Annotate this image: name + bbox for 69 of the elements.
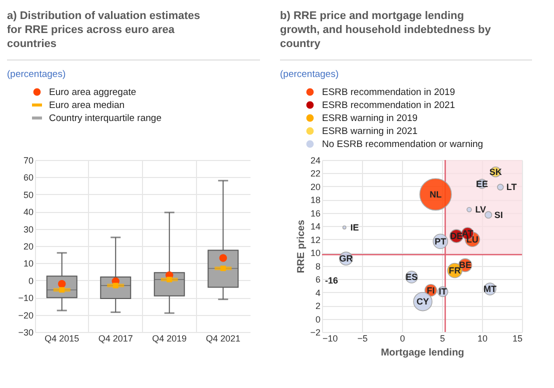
annotation: -16 — [325, 275, 338, 286]
data-label: IT — [438, 286, 448, 297]
data-label: ES — [406, 272, 418, 282]
y-tick-label: −20 — [18, 310, 34, 320]
point — [220, 266, 226, 272]
y-tick-label: 60 — [23, 172, 34, 183]
data-label: PT — [434, 236, 447, 246]
data-label: EE — [476, 178, 488, 189]
legend-label: ESRB recommendation in 2021 — [322, 100, 456, 111]
y-tick-label: 12 — [310, 234, 320, 245]
y-axis-title: RRE prices — [296, 219, 308, 274]
point — [166, 276, 172, 282]
y-tick-label: 20 — [23, 242, 34, 252]
y-tick-label: 0 — [28, 276, 34, 286]
data-label: DE — [450, 231, 463, 242]
data-label: LT — [506, 182, 518, 192]
y-tick-label: 20 — [310, 182, 320, 192]
x-tick-label: 15 — [512, 334, 522, 344]
y-tick-label: 24 — [310, 156, 320, 166]
x-tick-label: Q4 2015 — [44, 334, 80, 344]
y-tick-label: 0 — [315, 314, 320, 324]
data-label: CY — [416, 296, 430, 307]
legend-label: Country interquartile range — [49, 113, 162, 124]
x-tick-label: −10 — [322, 334, 338, 344]
y-tick-label: 6 — [315, 274, 320, 285]
x-tick-label: Q4 2021 — [206, 334, 240, 344]
y-tick-label: 50 — [23, 190, 34, 200]
y-tick-label: 10 — [310, 248, 320, 258]
y-tick-label: −30 — [18, 328, 34, 338]
data-label: SI — [494, 210, 503, 220]
legend-label: ESRB warning in 2019 — [322, 113, 418, 124]
x-tick-label: 5 — [440, 334, 446, 344]
y-tick-label: 40 — [23, 207, 34, 218]
legend-label: ESRB recommendation in 2019 — [322, 87, 456, 98]
legend-label: Euro area median — [49, 100, 125, 111]
y-tick-label: 2 — [315, 301, 320, 312]
point — [59, 287, 65, 293]
legend-label: Euro area aggregate — [49, 87, 136, 98]
y-tick-label: −2 — [310, 328, 320, 338]
x-tick-label: Q4 2017 — [98, 334, 133, 344]
x-tick-label: 0 — [400, 334, 406, 344]
y-tick-label: 10 — [23, 258, 34, 269]
y-tick-label: 22 — [310, 168, 320, 179]
legend-label: ESRB warning in 2021 — [322, 126, 418, 137]
data-label: FI — [426, 285, 435, 296]
y-tick-label: 30 — [23, 224, 34, 234]
y-tick-label: −10 — [18, 293, 34, 304]
data-label: NL — [430, 189, 442, 200]
chart-subtitle: (percentages) — [7, 69, 66, 80]
y-tick-label: 8 — [315, 261, 320, 272]
point — [219, 254, 227, 262]
y-tick-label: 18 — [310, 195, 320, 206]
x-axis-title: Mortgage lending — [380, 348, 464, 358]
y-tick-label: 70 — [23, 156, 34, 166]
data-label: LV — [475, 204, 486, 215]
x-tick-label: Q4 2019 — [152, 334, 187, 344]
point — [112, 282, 118, 288]
y-tick-label: 4 — [315, 288, 320, 298]
data-label: GR — [339, 254, 354, 264]
y-tick-label: 14 — [310, 222, 320, 232]
chart-subtitle: (percentages) — [280, 69, 339, 80]
legend-label: No ESRB recommendation or warning — [322, 139, 484, 150]
data-label: MT — [484, 284, 497, 294]
x-tick-label: 10 — [477, 334, 488, 344]
data-label: IE — [350, 222, 359, 232]
y-tick-label: 16 — [310, 208, 320, 218]
chart-title: a) Distribution of valuation estimates for RRE prices across euro area countries — [7, 10, 200, 50]
x-tick-label: −5 — [357, 334, 368, 344]
chart-title: b) RRE price and mortgage lending growth, and household indebtedness by country — [280, 10, 492, 50]
